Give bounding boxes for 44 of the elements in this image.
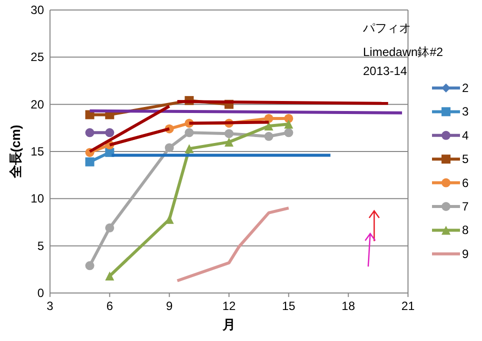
point bbox=[224, 138, 234, 147]
legend-label: 5 bbox=[462, 152, 469, 166]
text: Limedawn鉢#2 bbox=[363, 45, 444, 59]
x-tick-label: 15 bbox=[282, 299, 296, 313]
x-tick-label: 12 bbox=[222, 299, 236, 313]
text: パフィオ bbox=[362, 21, 411, 35]
x-tick-label: 6 bbox=[106, 299, 114, 313]
point bbox=[105, 272, 114, 281]
x-tick-label: 3 bbox=[46, 299, 54, 313]
y-tick-label: 20 bbox=[30, 97, 44, 112]
x-tick-label: 9 bbox=[166, 299, 173, 313]
legend-label: 4 bbox=[462, 128, 469, 142]
point bbox=[85, 157, 94, 166]
x-tick-label: 21 bbox=[401, 299, 415, 313]
x-axis-title: 月 bbox=[222, 317, 236, 332]
point bbox=[85, 261, 94, 270]
legend-label: 9 bbox=[462, 246, 469, 261]
point bbox=[85, 128, 94, 138]
point bbox=[264, 122, 274, 131]
point bbox=[224, 129, 234, 138]
point bbox=[184, 128, 194, 138]
y-tick-label: 10 bbox=[30, 192, 44, 206]
y-tick-label: 25 bbox=[30, 50, 44, 64]
legend-label: 2 bbox=[462, 81, 469, 95]
point bbox=[264, 132, 274, 141]
annotation: 2013-14 bbox=[363, 64, 408, 78]
point bbox=[105, 223, 114, 232]
y-tick-label: 0 bbox=[37, 286, 44, 300]
point bbox=[284, 120, 294, 129]
y-axis-title: 全長(cm) bbox=[8, 124, 23, 180]
y-tick-label: 5 bbox=[37, 238, 44, 253]
point bbox=[184, 144, 194, 154]
legend-label: 7 bbox=[462, 200, 469, 214]
y-tick-label: 30 bbox=[30, 3, 44, 17]
point bbox=[164, 143, 174, 152]
line-series bbox=[176, 206, 290, 282]
point bbox=[284, 114, 294, 123]
legend-label: 3 bbox=[462, 104, 469, 119]
point bbox=[105, 128, 114, 138]
x-tick-label: 18 bbox=[342, 299, 356, 313]
point bbox=[284, 128, 294, 138]
y-tick-label: 15 bbox=[30, 144, 44, 158]
legend-label: 8 bbox=[462, 223, 469, 238]
legend-label: 6 bbox=[462, 176, 469, 190]
